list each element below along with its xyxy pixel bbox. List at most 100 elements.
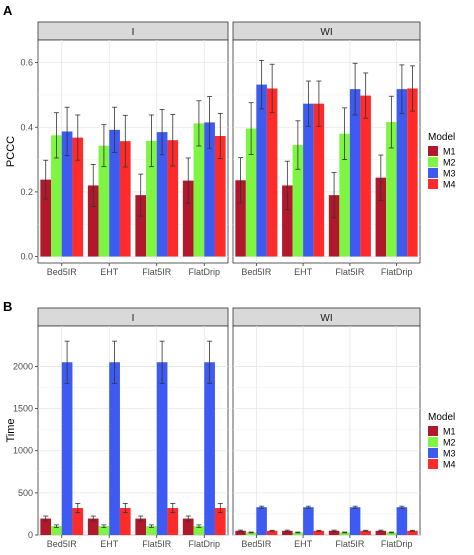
error-bar (196, 524, 202, 528)
facet-strip-label: I (132, 313, 135, 324)
error-bar (75, 502, 81, 514)
bar-m4 (407, 530, 418, 535)
legend-swatch-m3 (428, 448, 438, 458)
error-bar (196, 100, 202, 147)
error-bar (159, 340, 165, 384)
bar-m1 (328, 195, 340, 257)
bar-m1 (87, 185, 99, 257)
legend-label-m1: M1 (443, 427, 456, 437)
error-bar (331, 172, 337, 219)
error-bar (185, 157, 191, 204)
bar-m4 (167, 508, 179, 535)
error-bar (399, 505, 405, 509)
error-bar (148, 114, 154, 168)
bar-m3 (204, 362, 215, 535)
bar-m3 (109, 129, 120, 257)
facet-wi: WI Bed5IR EHT Flat5IR FlatDrip (232, 21, 421, 277)
error-bar (295, 120, 301, 170)
error-bar (101, 524, 107, 528)
bar-m3 (204, 122, 215, 257)
error-bar (363, 529, 369, 532)
bar-m4 (214, 508, 226, 535)
bar-m2 (245, 532, 257, 535)
legend-label-m4: M4 (443, 460, 456, 470)
error-bar (207, 96, 213, 149)
y-tick-label: 500 (18, 488, 33, 498)
bar-m2 (193, 123, 205, 257)
error-bar (64, 106, 70, 157)
panel-letter-a: A (3, 3, 13, 18)
x-tick-label: FlatDrip (381, 539, 413, 549)
error-bar (43, 159, 49, 200)
error-bar (122, 502, 128, 514)
error-bar (305, 505, 311, 509)
error-bar (269, 63, 275, 114)
x-tick-label: FlatDrip (188, 539, 220, 549)
x-tick-label: Bed5IR (47, 267, 78, 277)
bar-m3 (349, 89, 361, 257)
bar-m1 (135, 195, 147, 257)
error-bar (112, 106, 118, 153)
bar-m1 (282, 530, 293, 535)
facet-strip-label: WI (320, 27, 332, 38)
y-tick-label: 2000 (13, 361, 33, 371)
error-bar (53, 524, 59, 528)
legend-label-m3: M3 (443, 169, 456, 179)
bar-m3 (396, 507, 408, 535)
x-tick-label: Flat5IR (335, 539, 365, 549)
error-bar (388, 531, 394, 534)
bar-m3 (109, 362, 120, 535)
bar-m3 (256, 84, 267, 257)
bar-m2 (245, 128, 257, 257)
error-bar (148, 524, 154, 528)
legend-label-m3: M3 (443, 449, 456, 459)
error-bar (342, 107, 348, 160)
error-bar (43, 515, 49, 522)
bar-m1 (87, 518, 99, 535)
error-bar (207, 340, 213, 384)
y-tick-label: 0.4 (20, 122, 33, 132)
bar-m2 (292, 145, 304, 257)
legend-swatch-m4 (428, 179, 438, 189)
error-bar (409, 529, 415, 532)
bar-m2 (146, 526, 157, 535)
y-tick-label: 0.6 (20, 58, 33, 68)
legend-swatch-m4 (428, 459, 438, 469)
bar-m4 (72, 137, 84, 257)
y-axis-title: Time (5, 418, 17, 442)
legend-swatch-m1 (428, 426, 438, 436)
error-bar (269, 529, 275, 532)
legend-label-m4: M4 (443, 180, 456, 190)
error-bar (342, 531, 348, 534)
y-tick-label: 1000 (13, 446, 33, 456)
error-bar (75, 114, 81, 161)
error-bar (305, 80, 311, 127)
bar-m1 (182, 518, 194, 535)
error-bar (284, 160, 290, 211)
error-bar (101, 124, 107, 168)
facet-strip-label: I (132, 27, 135, 38)
legend-label-m2: M2 (443, 438, 456, 448)
error-bar (331, 529, 337, 532)
bar-m4 (313, 530, 325, 535)
bar-m2 (193, 526, 205, 535)
legend-swatch-m3 (428, 168, 438, 178)
bar-m2 (292, 532, 304, 535)
bar-m1 (235, 530, 246, 535)
bar-m4 (119, 508, 131, 535)
bar-m1 (135, 518, 147, 535)
bar-m4 (167, 140, 179, 257)
bar-m4 (360, 530, 371, 535)
facet-wi: WI Bed5IR EHT Flat5IR FlatDrip (232, 307, 421, 549)
x-tick-label: Flat5IR (335, 267, 365, 277)
x-tick-label: Flat5IR (142, 539, 172, 549)
bar-m2 (51, 526, 62, 535)
error-bar (170, 113, 176, 167)
x-tick-label: Bed5IR (241, 267, 272, 277)
error-bar (352, 62, 358, 116)
y-tick-label: 1500 (13, 404, 33, 414)
error-bar (248, 531, 254, 534)
chart-a: I Bed5IR EHT Flat5IR FlatDrip WI Bed5IR EHT Flat… (5, 21, 456, 277)
legend-swatch-m1 (428, 146, 438, 156)
